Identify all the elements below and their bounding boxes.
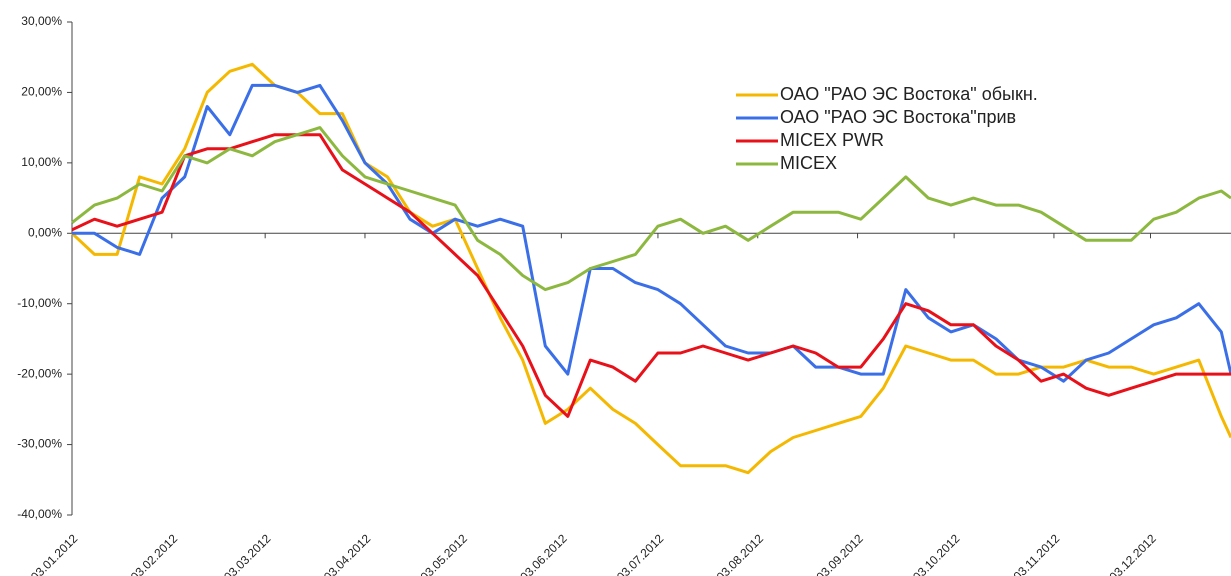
- x-tick-label: 03.01.2012: [28, 531, 81, 576]
- legend-label: MICEX: [780, 153, 837, 173]
- x-tick-label: 03.06.2012: [517, 531, 570, 576]
- x-tick-label: 03.03.2012: [221, 531, 274, 576]
- series-line: [72, 83, 1231, 383]
- y-tick-label: 20,00%: [21, 85, 62, 99]
- y-tick-label: 0,00%: [28, 225, 62, 239]
- legend-label: MICEX PWR: [780, 130, 884, 150]
- x-tick-label: 03.09.2012: [814, 531, 867, 576]
- series-line: [70, 62, 1231, 475]
- y-tick-label: -30,00%: [17, 437, 62, 451]
- series-line: [71, 133, 1231, 418]
- series-line: [71, 126, 1231, 292]
- x-tick-label: 03.05.2012: [418, 531, 471, 576]
- x-tick-label: 03.02.2012: [128, 531, 181, 576]
- y-tick-label: -10,00%: [17, 296, 62, 310]
- y-tick-label: 30,00%: [21, 14, 62, 28]
- y-tick-label: -20,00%: [17, 366, 62, 380]
- x-tick-label: 03.11.2012: [1011, 531, 1063, 576]
- x-tick-label: 03.07.2012: [614, 531, 667, 576]
- x-tick-label: 03.04.2012: [321, 531, 374, 576]
- legend-label: ОАО "РАО ЭС Востока"прив: [780, 107, 1016, 127]
- y-tick-label: -40,00%: [17, 507, 62, 521]
- x-tick-label: 03.12.2012: [1107, 531, 1160, 576]
- legend-label: ОАО "РАО ЭС Востока" обыкн.: [780, 84, 1038, 104]
- legend: ОАО "РАО ЭС Востока" обыкн. ОАО "РАО ЭС В…: [736, 84, 1038, 173]
- x-tick-label: 03.08.2012: [714, 531, 767, 576]
- x-tick-label: 03.10.2012: [910, 531, 963, 576]
- y-tick-label: 10,00%: [21, 155, 62, 169]
